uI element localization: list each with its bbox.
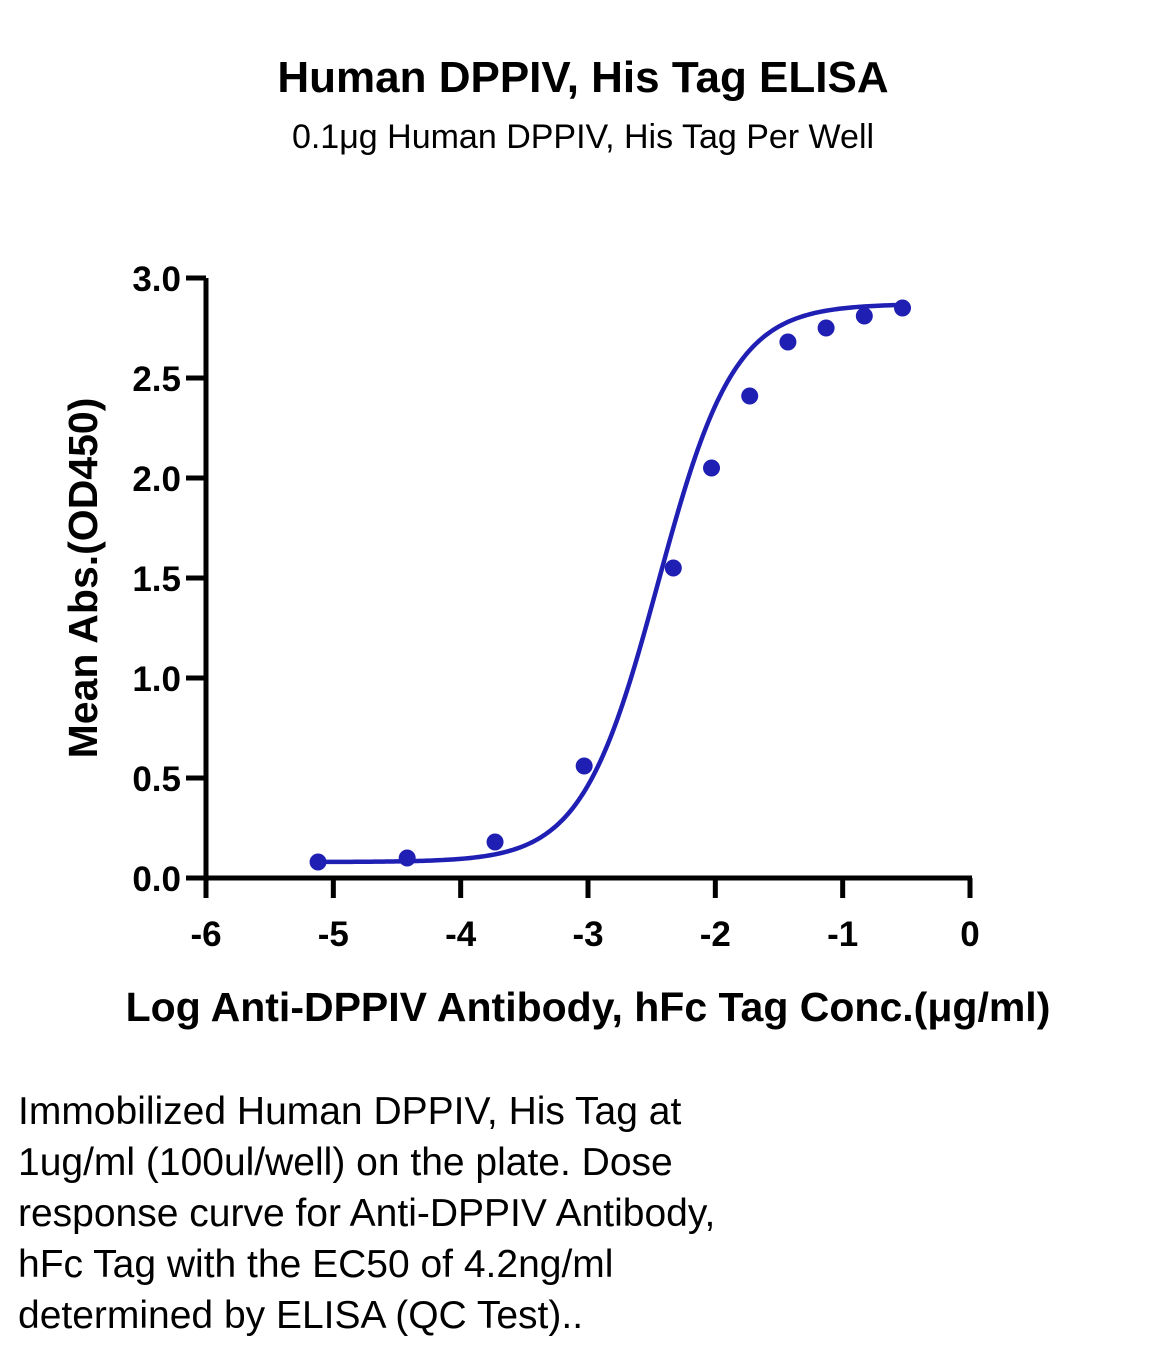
x-tick-label: -2 <box>700 915 731 954</box>
data-point <box>486 833 504 851</box>
x-tick-label: -1 <box>827 915 858 954</box>
data-point <box>703 459 721 477</box>
data-point <box>894 299 912 317</box>
y-tick-label: 1.0 <box>132 660 181 699</box>
y-tick-label: 2.5 <box>132 360 181 399</box>
y-tick-label: 2.0 <box>132 460 181 499</box>
data-point <box>398 849 416 867</box>
caption-line: determined by ELISA (QC Test).. <box>18 1294 584 1337</box>
chart-axes: 0.0 0.5 1.0 1.5 2.0 2.5 3.0 -6 -5 -4 -3 -2 -1 0 <box>132 260 979 954</box>
caption-line: Immobilized Human DPPIV, His Tag at <box>18 1090 682 1133</box>
x-axis-label: Log Anti-DPPIV Antibody, hFc Tag Conc.(μ… <box>126 984 1051 1030</box>
caption-line: 1ug/ml (100ul/well) on the plate. Dose <box>18 1141 673 1184</box>
y-axis-label: Mean Abs.(OD450) <box>60 398 106 759</box>
x-tick-label: -6 <box>190 915 221 954</box>
elisa-chart: 0.0 0.5 1.0 1.5 2.0 2.5 3.0 -6 -5 -4 -3 -2 -1 0 Log A… <box>60 260 1051 1030</box>
x-tick-label: 0 <box>960 915 979 954</box>
data-point <box>779 333 797 351</box>
figure-caption: Immobilized Human DPPIV, His Tag at 1ug/… <box>18 1086 1018 1341</box>
y-tick-label: 1.5 <box>132 560 181 599</box>
chart-title: Human DPPIV, His Tag ELISA <box>277 53 889 102</box>
y-tick-label: 3.0 <box>132 260 181 299</box>
data-point <box>817 319 835 337</box>
y-tick-label: 0.5 <box>132 760 181 799</box>
x-tick-label: -5 <box>318 915 349 954</box>
data-point <box>855 307 873 325</box>
fit-curve-layer <box>318 302 903 865</box>
data-point <box>309 853 327 871</box>
x-tick-label: -3 <box>572 915 603 954</box>
data-points-layer <box>309 299 912 871</box>
fit-curve <box>318 302 903 865</box>
caption-line: response curve for Anti-DPPIV Antibody, <box>18 1192 716 1235</box>
data-point <box>575 757 593 775</box>
x-tick-label: -4 <box>445 915 477 954</box>
data-point <box>741 387 759 405</box>
y-tick-label: 0.0 <box>132 860 181 899</box>
chart-subtitle: 0.1μg Human DPPIV, His Tag Per Well <box>291 118 875 156</box>
data-point <box>664 559 682 577</box>
caption-line: hFc Tag with the EC50 of 4.2ng/ml <box>18 1243 614 1286</box>
